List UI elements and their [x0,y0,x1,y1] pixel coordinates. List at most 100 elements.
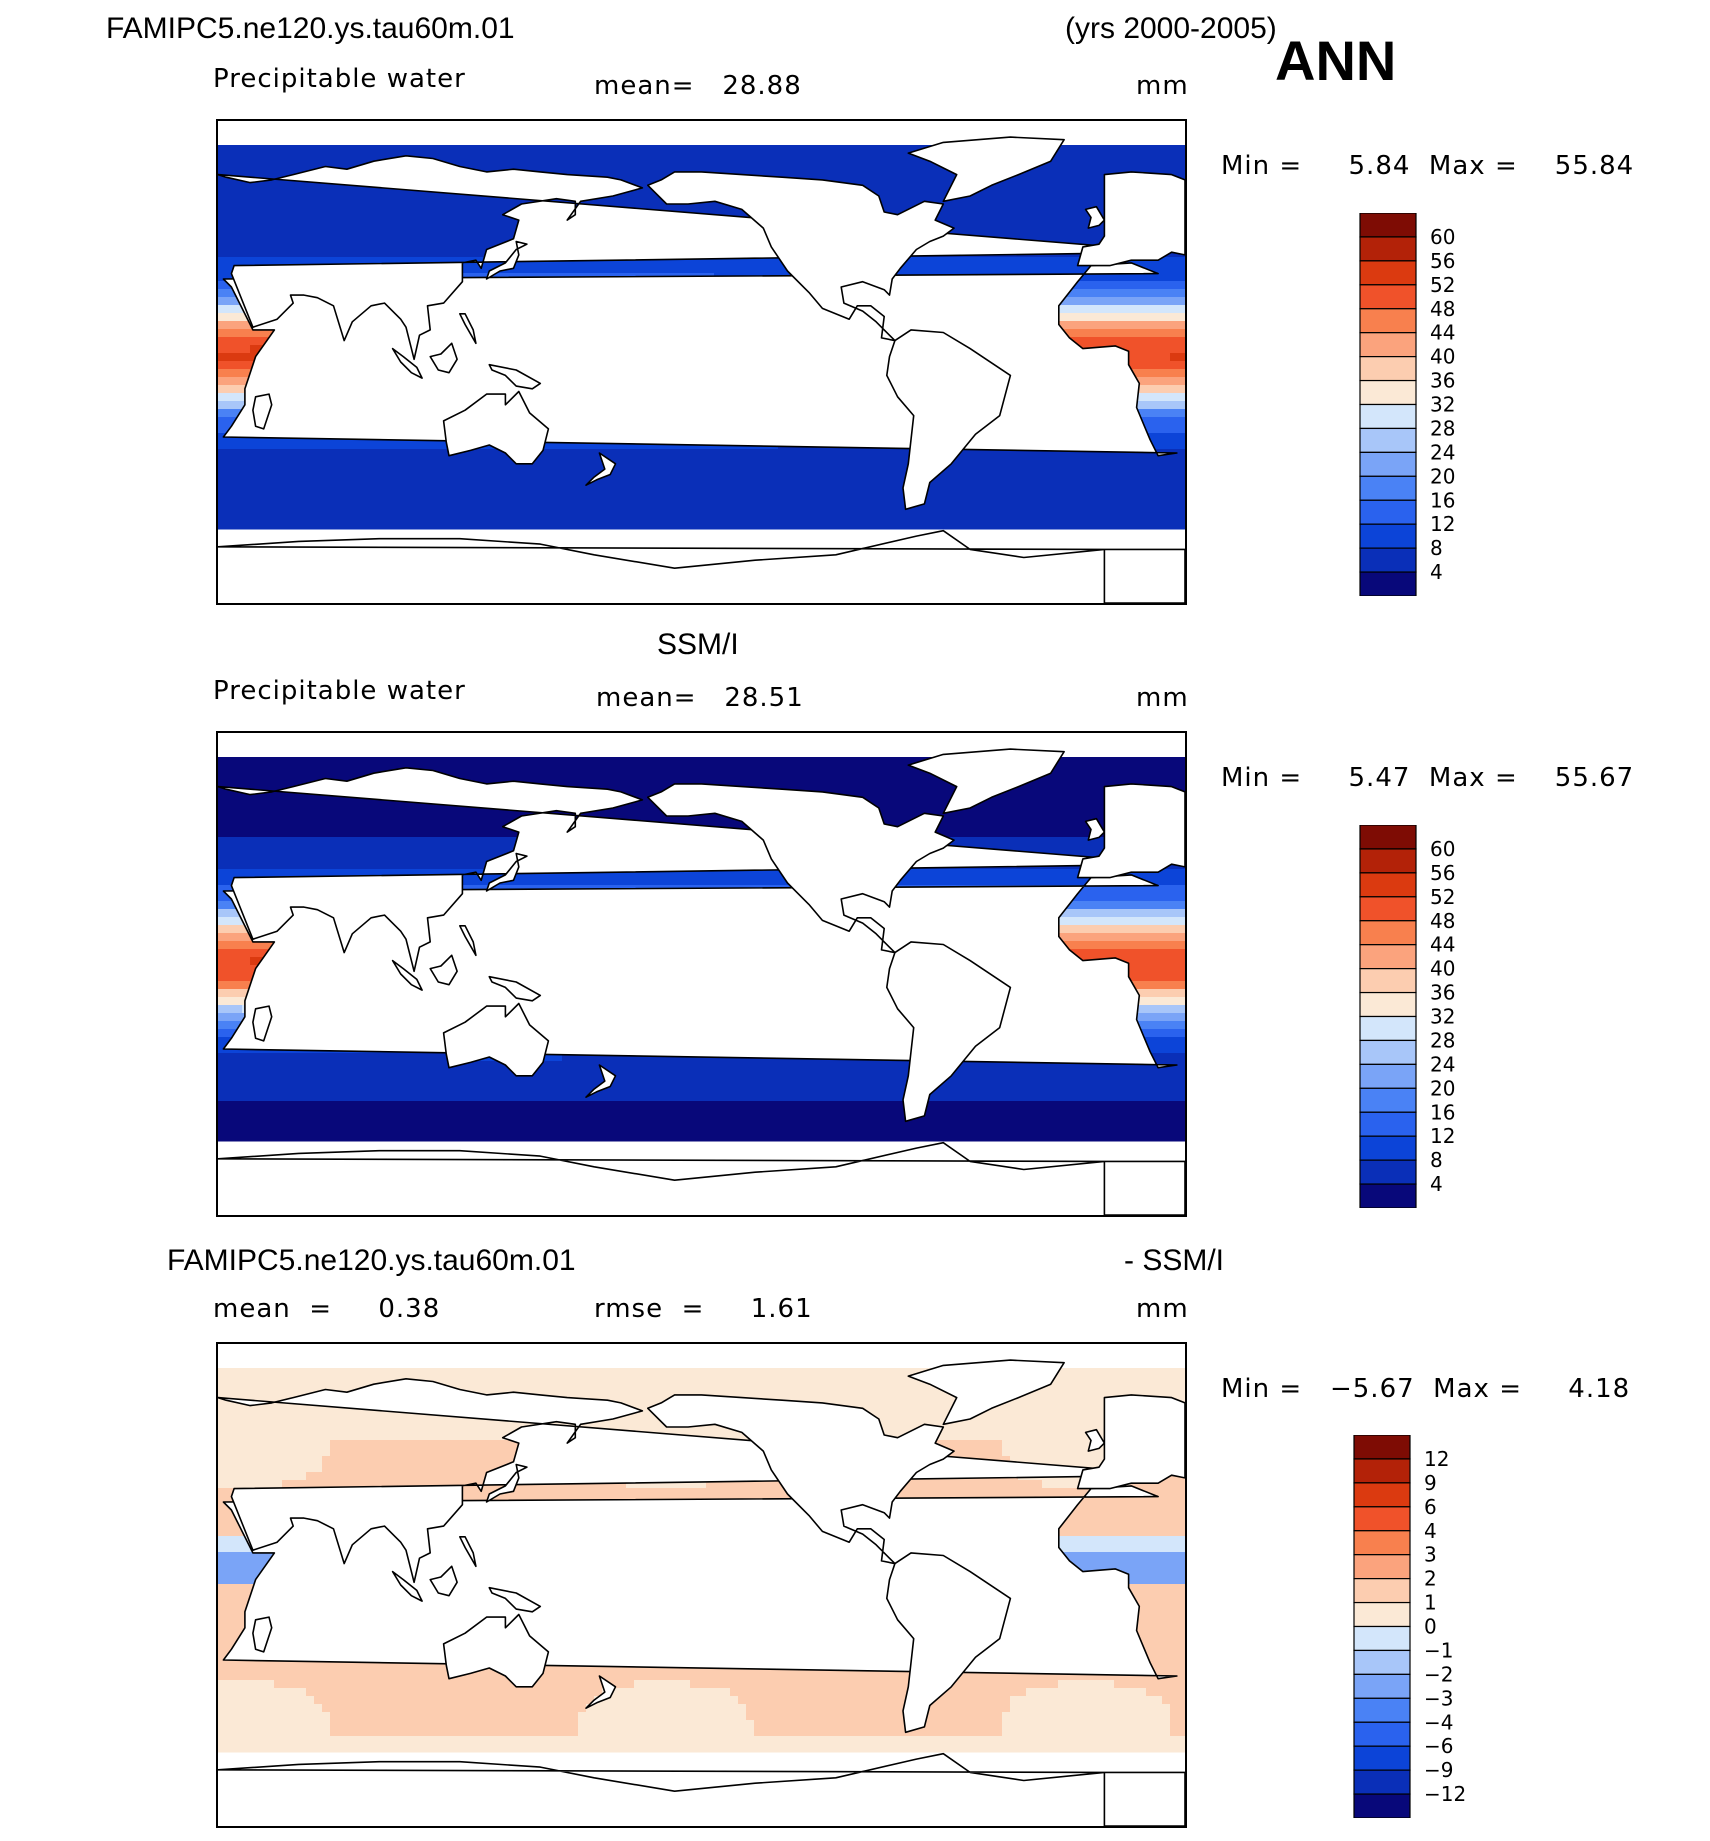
field-cell [258,161,267,170]
field-cell [314,465,323,474]
field-cell [858,465,867,474]
field-cell [586,457,595,466]
field-cell [746,145,755,154]
field-cell [226,385,235,394]
field-cell [218,233,227,242]
field-cell [346,249,355,258]
field-cell [1098,233,1107,242]
field-cell [706,153,715,162]
field-cell [370,201,379,210]
field-cell [1066,449,1075,458]
field-cell [442,457,451,466]
field-cell [506,145,515,154]
field-cell [482,449,491,458]
field-cell [234,153,243,162]
field-cell [1042,201,1051,210]
field-cell [226,209,235,218]
field-cell [442,449,451,458]
field-cell [826,465,835,474]
field-cell [1178,465,1185,474]
field-cell [898,185,907,194]
field-cell [418,473,427,482]
field-cell [738,465,747,474]
field-cell [378,145,387,154]
field-cell [1114,465,1123,474]
field-cell [530,145,539,154]
field-cell [642,465,651,474]
field-cell [882,161,891,170]
field-cell [914,193,923,202]
field-cell [1058,169,1067,178]
panel-1-map-canvas [218,136,1185,603]
field-cell [1058,217,1067,226]
field-cell [370,217,379,226]
field-cell [786,153,795,162]
field-cell [770,465,779,474]
field-cell [434,457,443,466]
field-cell [386,465,395,474]
field-cell [570,457,579,466]
field-cell [1122,273,1131,282]
field-cell [218,169,227,178]
field-cell [1090,289,1099,298]
field-cell [218,249,227,258]
field-cell [1074,169,1083,178]
field-cell [506,233,515,242]
field-cell [962,257,971,266]
field-cell [322,465,331,474]
field-cell [1090,161,1099,170]
field-cell [418,249,427,258]
field-cell [242,233,251,242]
field-cell [226,257,235,266]
field-cell [906,201,915,210]
field-cell [290,161,299,170]
field-cell [1114,161,1123,170]
field-cell [674,153,683,162]
field-cell [514,465,523,474]
field-cell [634,145,643,154]
field-cell [858,161,867,170]
field-cell [1010,257,1019,266]
field-cell [754,265,763,274]
field-cell [1170,337,1179,346]
field-cell [338,457,347,466]
field-cell [1146,329,1155,338]
field-cell [218,305,227,314]
field-cell [1170,433,1179,442]
field-cell [226,145,235,154]
field-cell [770,161,779,170]
field-cell [330,257,339,266]
field-cell [962,449,971,458]
field-cell [370,153,379,162]
field-cell [1138,305,1147,314]
field-cell [610,153,619,162]
field-cell [1138,345,1147,354]
field-cell [1058,457,1067,466]
field-cell [330,457,339,466]
field-cell [442,193,451,202]
field-cell [442,201,451,210]
field-cell [298,473,307,482]
field-cell [778,153,787,162]
field-cell [1042,465,1051,474]
field-cell [970,265,979,274]
field-cell [1082,201,1091,210]
field-cell [226,321,235,330]
field-cell [866,177,875,186]
field-cell [1170,145,1179,154]
field-cell [746,153,755,162]
field-cell [586,441,595,450]
field-cell [242,153,251,162]
field-cell [1058,465,1067,474]
field-cell [1074,337,1083,346]
field-cell [986,185,995,194]
field-cell [1146,153,1155,162]
field-cell [866,153,875,162]
field-cell [786,457,795,466]
field-cell [1082,169,1091,178]
field-cell [1074,281,1083,290]
field-cell [922,177,931,186]
field-cell [298,217,307,226]
field-cell [1138,449,1147,458]
field-cell [618,169,627,178]
